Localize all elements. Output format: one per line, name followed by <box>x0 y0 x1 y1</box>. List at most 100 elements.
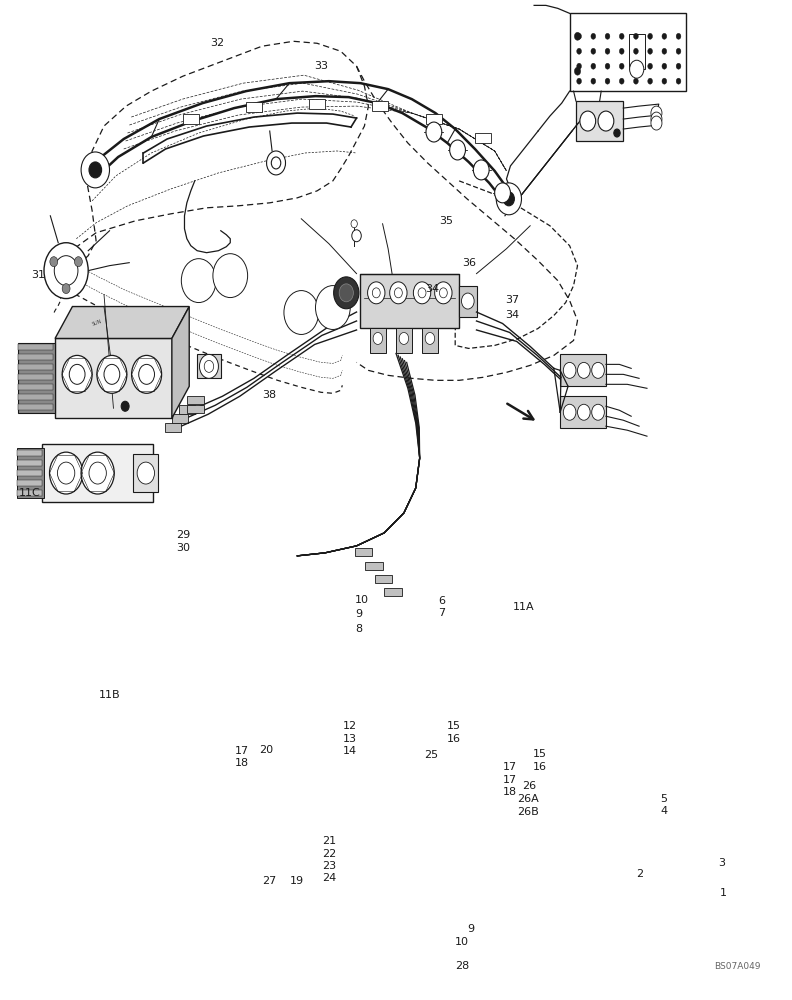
Bar <box>187 405 204 413</box>
Bar <box>55 338 172 418</box>
Circle shape <box>591 63 596 69</box>
Circle shape <box>55 256 78 286</box>
Bar <box>422 328 438 353</box>
Text: 15: 15 <box>447 721 461 731</box>
Bar <box>165 423 181 432</box>
Bar <box>384 588 402 596</box>
Circle shape <box>592 404 604 420</box>
Text: 1: 1 <box>720 888 726 898</box>
Bar <box>43 444 153 502</box>
Circle shape <box>634 33 638 39</box>
Text: 38: 38 <box>262 390 276 400</box>
Text: 10: 10 <box>355 595 369 605</box>
Bar <box>18 384 54 390</box>
Text: 20: 20 <box>259 745 272 755</box>
Text: 9: 9 <box>467 924 474 934</box>
Circle shape <box>605 48 610 54</box>
Circle shape <box>50 257 58 267</box>
Bar <box>246 102 262 112</box>
Bar <box>18 394 54 400</box>
Bar <box>426 114 442 124</box>
Bar <box>133 454 158 492</box>
Text: 27: 27 <box>262 876 276 886</box>
Text: 12: 12 <box>343 721 357 731</box>
Circle shape <box>474 160 489 180</box>
Circle shape <box>339 284 353 302</box>
Circle shape <box>651 112 662 126</box>
Text: 5: 5 <box>661 794 668 804</box>
Text: 26A: 26A <box>517 794 539 804</box>
Circle shape <box>97 355 127 393</box>
Text: 34: 34 <box>425 284 440 294</box>
Circle shape <box>662 48 667 54</box>
Circle shape <box>200 354 219 378</box>
Text: 14: 14 <box>343 746 357 756</box>
Bar <box>187 396 204 404</box>
Bar <box>475 133 491 143</box>
Circle shape <box>648 48 653 54</box>
Circle shape <box>591 48 596 54</box>
Circle shape <box>131 355 162 393</box>
Bar <box>629 34 645 69</box>
Text: 11A: 11A <box>512 602 535 612</box>
Text: 36: 36 <box>463 258 476 268</box>
Circle shape <box>372 288 380 298</box>
Circle shape <box>352 230 361 242</box>
Circle shape <box>137 462 154 484</box>
Circle shape <box>648 63 653 69</box>
Bar <box>560 354 606 386</box>
Circle shape <box>648 78 653 84</box>
Text: 26: 26 <box>522 781 536 791</box>
Circle shape <box>267 151 285 175</box>
Circle shape <box>69 364 85 384</box>
Circle shape <box>44 243 88 299</box>
Circle shape <box>648 33 653 39</box>
Text: 16: 16 <box>447 734 461 744</box>
Text: 33: 33 <box>314 61 328 71</box>
Text: 25: 25 <box>425 750 439 760</box>
Bar <box>309 99 325 109</box>
Bar <box>18 364 54 370</box>
Bar <box>197 354 221 378</box>
Circle shape <box>574 32 581 40</box>
Circle shape <box>62 355 92 393</box>
Text: 37: 37 <box>505 295 519 305</box>
Text: 31: 31 <box>32 270 45 280</box>
Text: 34: 34 <box>505 310 519 320</box>
Circle shape <box>50 452 82 494</box>
Text: 19: 19 <box>290 876 304 886</box>
Circle shape <box>676 33 681 39</box>
Text: 17: 17 <box>235 746 249 756</box>
Circle shape <box>634 48 638 54</box>
Circle shape <box>577 48 581 54</box>
Circle shape <box>399 332 409 344</box>
Circle shape <box>495 183 510 203</box>
Circle shape <box>591 33 596 39</box>
Circle shape <box>563 362 576 378</box>
Circle shape <box>676 48 681 54</box>
Bar <box>17 448 44 498</box>
Circle shape <box>181 259 216 303</box>
Circle shape <box>351 220 357 228</box>
Circle shape <box>435 282 452 304</box>
Bar <box>18 404 54 410</box>
Circle shape <box>89 162 101 178</box>
Bar <box>18 343 55 413</box>
Circle shape <box>373 332 383 344</box>
Text: 17: 17 <box>503 775 516 785</box>
Circle shape <box>426 122 442 142</box>
Circle shape <box>62 284 70 294</box>
Bar <box>179 405 195 414</box>
Text: 24: 24 <box>322 873 337 883</box>
Circle shape <box>619 78 624 84</box>
Text: SUN: SUN <box>91 318 103 327</box>
Text: 15: 15 <box>532 749 546 759</box>
Circle shape <box>577 33 581 39</box>
Text: 10: 10 <box>455 937 469 947</box>
Bar <box>560 396 606 428</box>
Bar <box>375 575 392 583</box>
Text: 35: 35 <box>440 216 453 226</box>
Circle shape <box>104 364 120 384</box>
Circle shape <box>440 288 447 298</box>
Circle shape <box>563 404 576 420</box>
